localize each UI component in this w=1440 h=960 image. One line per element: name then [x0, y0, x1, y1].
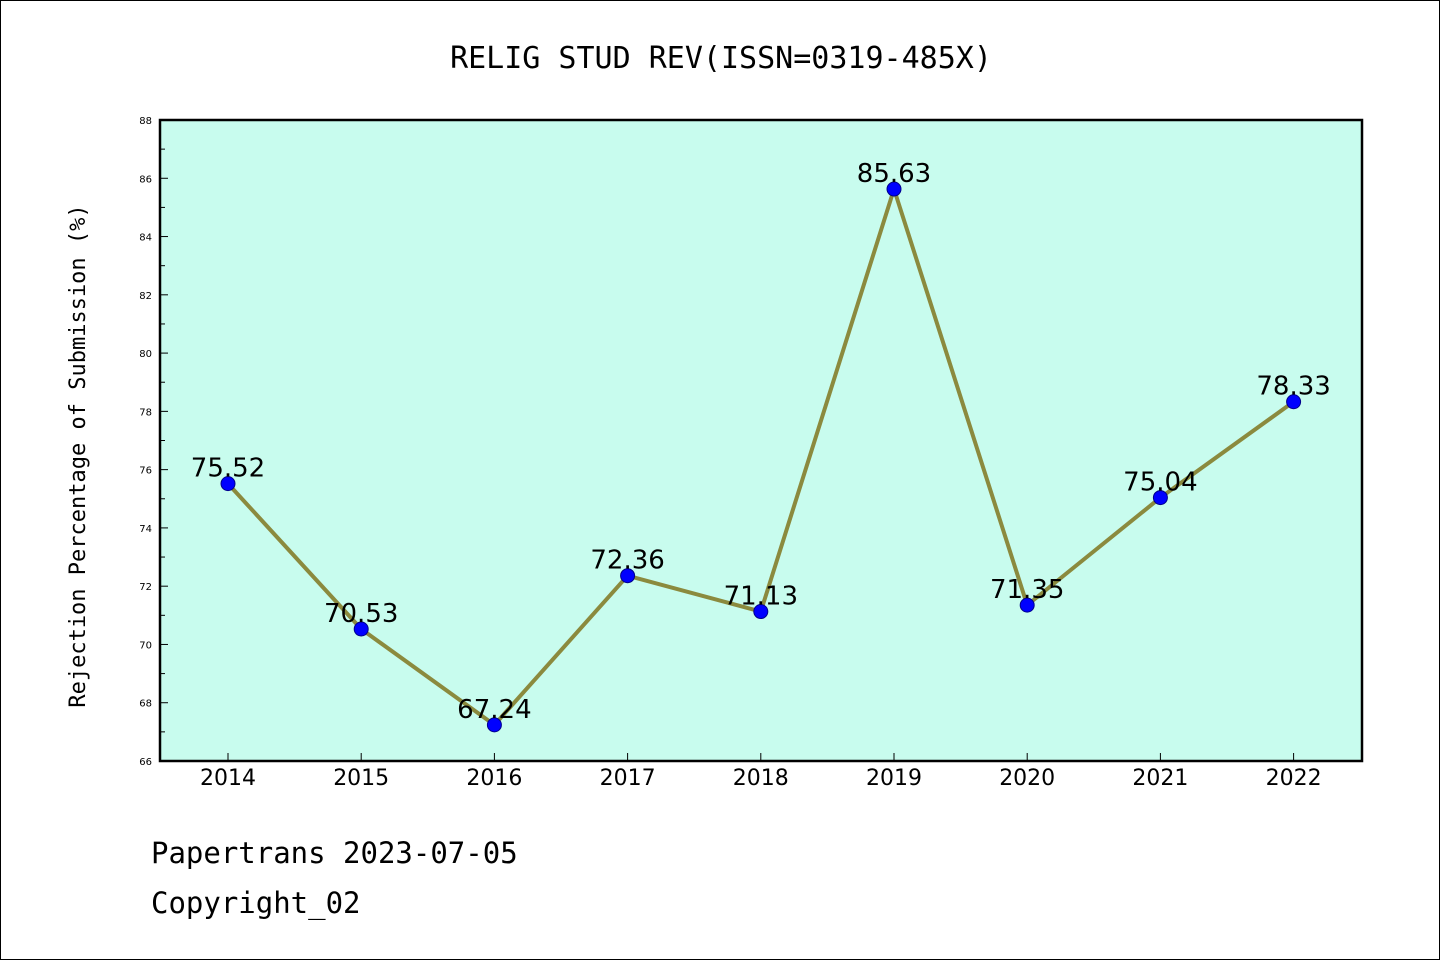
data-label: 75.52: [191, 454, 265, 484]
y-tick-label: 82: [139, 291, 152, 302]
data-label: 67.24: [457, 695, 531, 725]
data-label: 72.36: [590, 546, 664, 576]
x-tick-label: 2015: [333, 766, 389, 791]
data-label: 75.04: [1123, 468, 1197, 498]
y-tick-label: 70: [139, 640, 152, 651]
data-label: 78.33: [1256, 372, 1330, 402]
x-tick-label: 2019: [866, 766, 922, 791]
y-tick-label: 88: [139, 116, 152, 127]
data-points: [220, 181, 1302, 733]
x-axis: 2014 2015 2016 2017 2018 2019 2020 2021 2022: [200, 753, 1322, 791]
data-point-marker: [353, 621, 369, 637]
data-label: 70.53: [324, 599, 398, 629]
data-labels: 75.52 70.53 67.24 72.36 71.13 85.63 71.35 75.04…: [191, 159, 1331, 725]
data-point-marker: [620, 568, 636, 584]
y-tick-label: 76: [139, 466, 152, 477]
plot-area: [158, 118, 1364, 763]
y-axis: 66 68 70 72 74 76 78 80 82 84 86 88: [139, 116, 168, 768]
x-tick-label: 2018: [733, 766, 789, 791]
data-point-marker: [1152, 490, 1168, 506]
x-tick-label: 2016: [466, 766, 522, 791]
y-tick-label: 66: [139, 757, 152, 768]
x-tick-label: 2020: [999, 766, 1055, 791]
y-tick-label: 78: [139, 407, 152, 418]
y-tick-label: 84: [139, 233, 152, 244]
data-point-marker: [1019, 597, 1035, 613]
data-point-marker: [1286, 394, 1302, 410]
data-label: 71.35: [990, 575, 1064, 605]
x-tick-label: 2014: [200, 766, 256, 791]
footer-copyright-line: Copyright_02: [151, 886, 361, 920]
y-tick-label: 68: [139, 699, 152, 710]
y-tick-label: 80: [139, 349, 152, 360]
chart-title: RELIG STUD REV(ISSN=0319-485X): [450, 41, 992, 76]
y-tick-label: 72: [139, 582, 152, 593]
data-point-marker: [220, 476, 236, 492]
x-tick-label: 2017: [600, 766, 656, 791]
data-point-marker: [753, 604, 769, 620]
x-tick-label: 2021: [1132, 766, 1188, 791]
y-tick-label: 86: [139, 174, 152, 185]
data-point-marker: [486, 717, 502, 733]
data-point-marker: [886, 181, 902, 197]
y-axis-label: Rejection Percentage of Submission (%): [66, 204, 91, 707]
data-label: 85.63: [857, 159, 931, 189]
footer-date-line: Papertrans 2023-07-05: [151, 836, 518, 870]
y-tick-label: 74: [139, 524, 152, 535]
data-label: 71.13: [724, 582, 798, 612]
x-tick-label: 2022: [1266, 766, 1322, 791]
